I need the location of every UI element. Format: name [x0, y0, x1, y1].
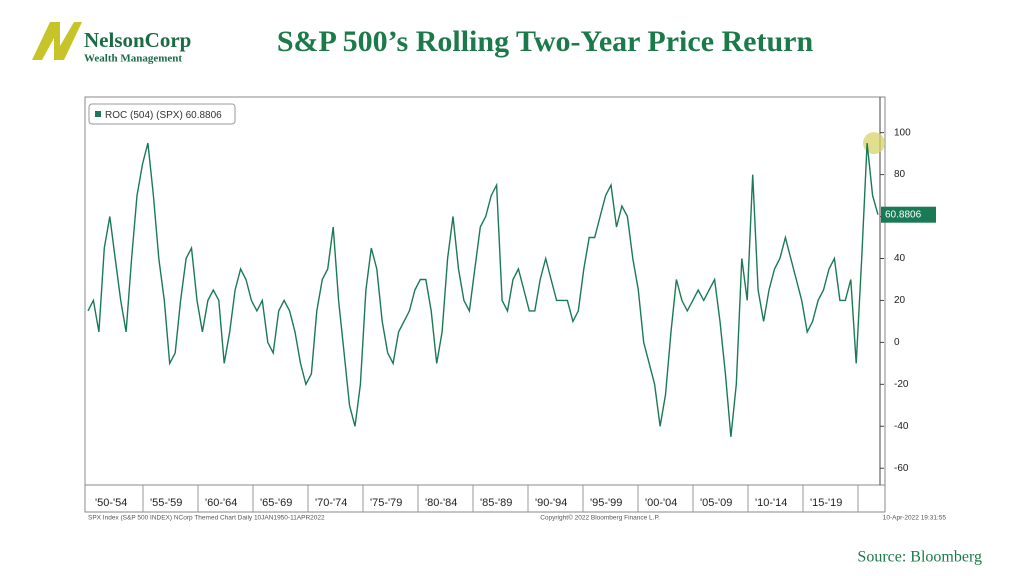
x-tick-label: '50-'54 — [95, 497, 127, 509]
y-tick-label: 40 — [894, 253, 906, 264]
plot-frame — [84, 96, 886, 513]
y-tick-label: 0 — [894, 337, 900, 348]
x-tick-label: '70-'74 — [315, 497, 347, 509]
y-tick-label: 100 — [894, 127, 911, 138]
legend — [88, 103, 236, 125]
footer-right: 10-Apr-2022 19:31:55 — [883, 515, 947, 522]
source: Source: Bloomberg — [857, 549, 982, 566]
y-tick-label: 80 — [894, 169, 906, 180]
x-tick-label: '05-'09 — [700, 497, 732, 509]
legend-value: 60.8806 — [186, 110, 223, 121]
x-tick-label: '00-'04 — [645, 497, 677, 509]
series-line — [87, 142, 879, 437]
x-tick-label: '85-'89 — [480, 497, 512, 509]
footer-left: SPX Index (S&P 500 INDEX) NCorp Themed C… — [88, 515, 325, 522]
legend-name: ROC (504) (SPX) — [105, 110, 183, 121]
x-tick-label: '65-'69 — [260, 497, 292, 509]
x-tick-label: '90-'94 — [535, 497, 567, 509]
x-tick-label: '60-'64 — [205, 497, 237, 509]
last-value-label: 60.8806 — [885, 209, 922, 220]
x-tick-label: '75-'79 — [370, 497, 402, 509]
legend-label: ROC (504) (SPX) 60.8806 — [105, 110, 222, 121]
x-tick-label: '15-'19 — [810, 497, 842, 509]
logo-tagline: Wealth Management — [84, 53, 182, 65]
last-value-box — [881, 206, 936, 223]
y-tick-label: -60 — [894, 463, 909, 474]
logo-name: NelsonCorp — [84, 28, 191, 52]
x-tick-label: '10-'14 — [755, 497, 787, 509]
logo-mark — [32, 22, 82, 60]
x-tick-label: '80-'84 — [425, 497, 457, 509]
peak-highlight — [863, 132, 885, 155]
legend-swatch — [95, 111, 101, 117]
chart-title: S&P 500’s Rolling Two-Year Price Return — [277, 25, 814, 58]
y-tick-label: -40 — [894, 421, 909, 432]
footer-center: Copyright© 2022 Bloomberg Finance L.P. — [540, 514, 660, 522]
x-tick-label: '95-'99 — [590, 497, 622, 509]
x-tick-label: '55-'59 — [150, 497, 182, 509]
y-tick-label: -20 — [894, 379, 909, 390]
y-tick-label: 20 — [894, 295, 906, 306]
